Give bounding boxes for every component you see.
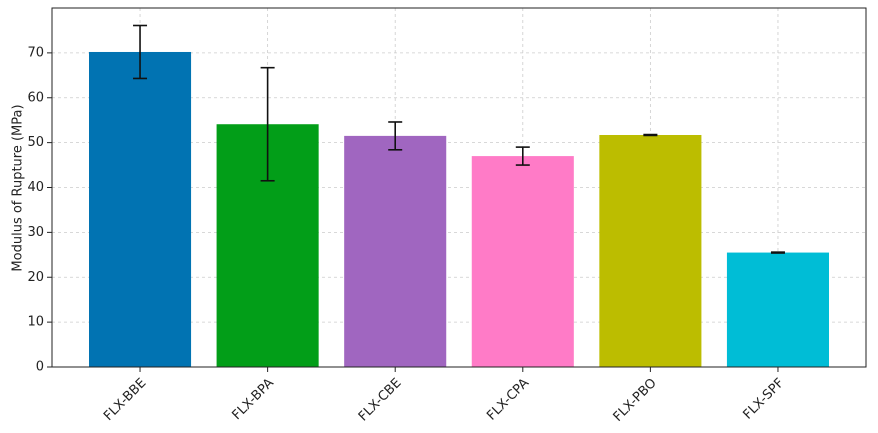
y-tick-label: 40 (27, 180, 44, 195)
y-tick-label: 30 (27, 225, 44, 240)
y-tick-label: 50 (27, 135, 44, 150)
error-bar (515, 146, 530, 166)
y-tick-label: 60 (27, 90, 44, 105)
bar (726, 252, 829, 367)
x-tick-label: FLX-BBE (101, 376, 149, 424)
y-tick-label: 20 (27, 270, 44, 285)
x-tick-label: FLX-BPA (230, 376, 277, 423)
error-bar (643, 133, 658, 137)
error-bar (133, 24, 148, 80)
y-tick-label: 10 (27, 315, 44, 330)
error-bar (260, 66, 275, 182)
y-tick-label: 70 (27, 45, 44, 60)
bar (599, 134, 702, 367)
bar (471, 156, 574, 367)
bar (89, 51, 192, 367)
x-tick-label: FLX-SPF (740, 376, 787, 423)
error-bar (388, 121, 403, 151)
y-axis-label: Modulus of Rupture (MPa) (11, 104, 26, 271)
x-tick-label: FLX-CPA (484, 376, 532, 424)
error-bar (770, 251, 785, 254)
bar (344, 135, 447, 367)
plot-frame (51, 7, 867, 368)
x-tick-label: FLX-PBO (611, 376, 660, 425)
y-tick-label: 0 (36, 360, 44, 375)
x-tick-label: FLX-CBE (356, 376, 405, 425)
